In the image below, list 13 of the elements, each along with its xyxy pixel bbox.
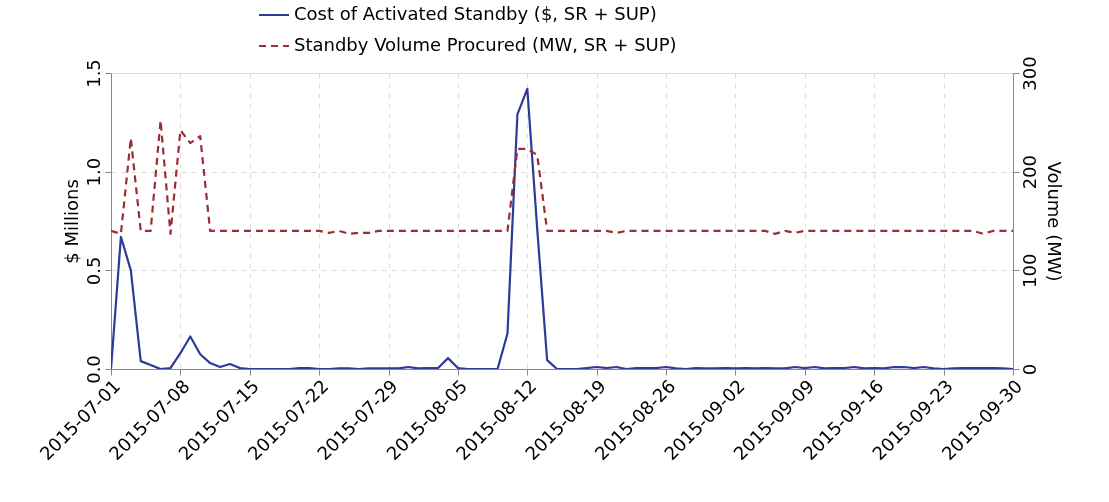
y-axis-title: $ Millions	[60, 179, 82, 264]
y-tick-label: 1.5	[82, 59, 104, 88]
y2-tick-label: 0	[1018, 363, 1040, 376]
y2-tick-label: 100	[1018, 253, 1040, 289]
y2-tick-label: 300	[1018, 56, 1040, 91]
line-series	[111, 119, 1013, 235]
legend-label: Cost of Activated Standby ($, SR + SUP)	[294, 3, 657, 24]
y-tick-label: 0.5	[82, 256, 104, 286]
legend-label: Standby Volume Procured (MW, SR + SUP)	[294, 34, 677, 55]
y2-axis-title: Volume (MW)	[1043, 161, 1065, 282]
y-tick-label: 1.0	[82, 157, 104, 187]
y2-tick-label: 200	[1018, 154, 1040, 190]
y-tick-label: 0.0	[82, 355, 104, 384]
